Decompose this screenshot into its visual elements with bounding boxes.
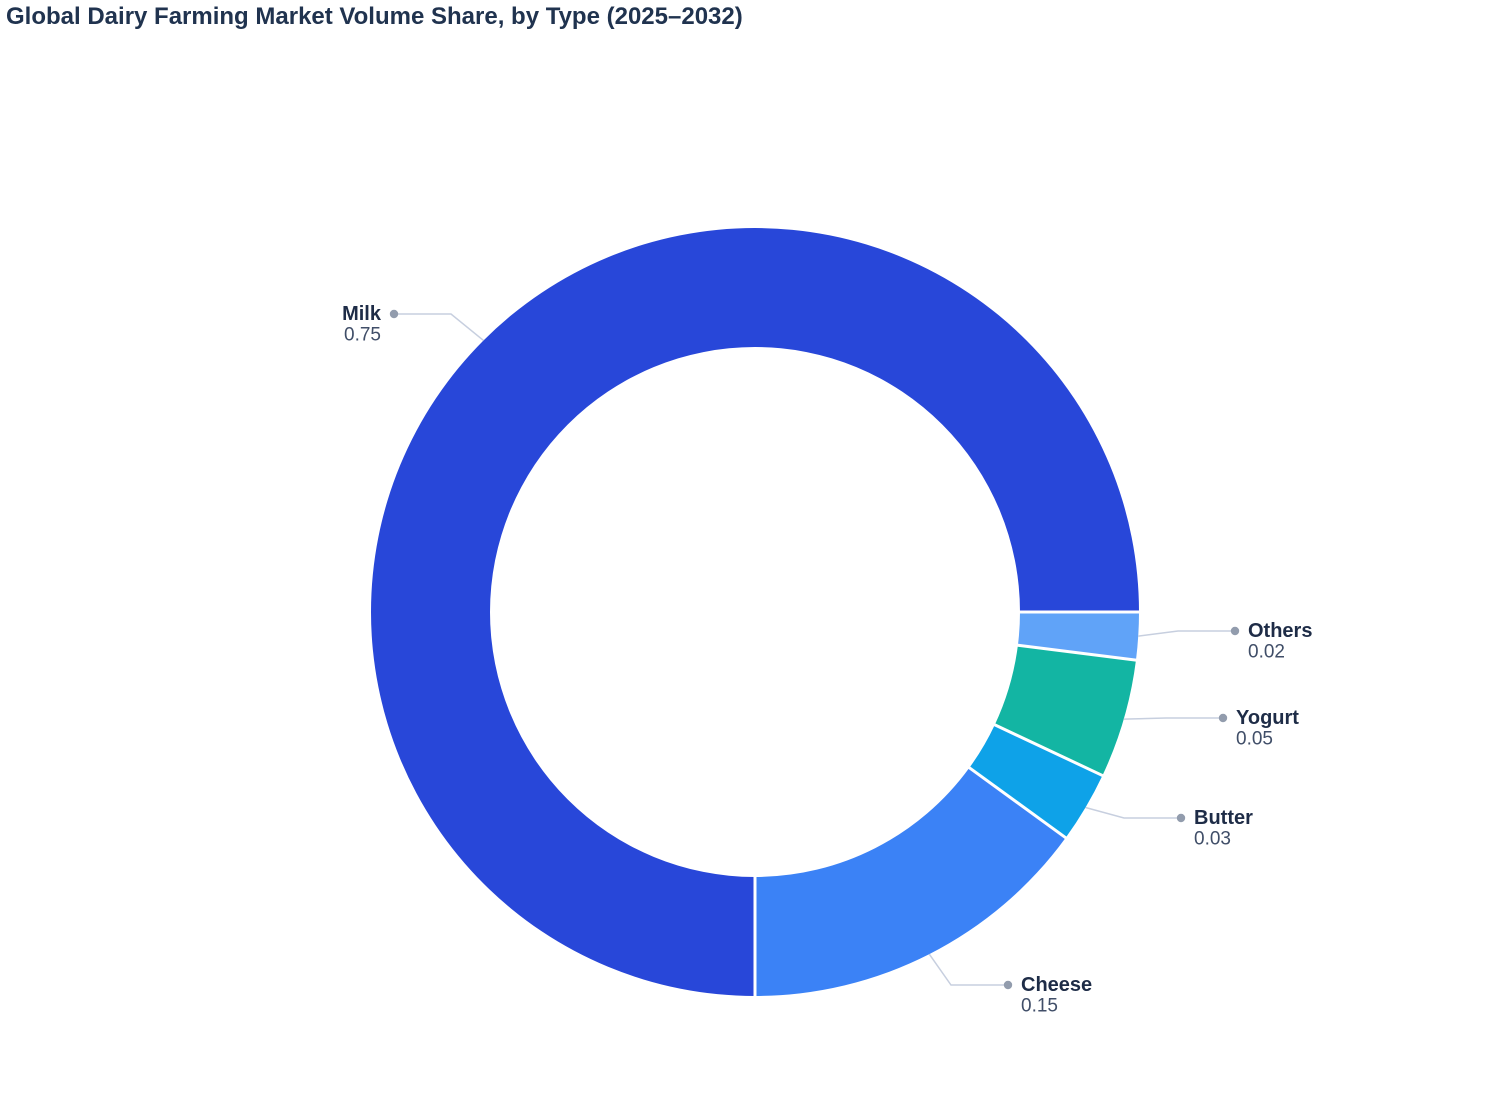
- slice-label: Others: [1248, 620, 1312, 642]
- slice-value: 0.75: [344, 325, 381, 346]
- slice-label: Cheese: [1021, 974, 1092, 996]
- label-dot: [1218, 713, 1228, 723]
- label-leader-line: [928, 953, 1008, 986]
- slice-separator: [993, 723, 1104, 778]
- slice-value: 0.02: [1248, 642, 1285, 663]
- label-dot: [1230, 626, 1240, 636]
- pie-slice-butter[interactable]: [969, 724, 1103, 838]
- pie-slice-milk[interactable]: [371, 228, 1139, 996]
- label-dot: [1176, 813, 1186, 823]
- chart-title: Global Dairy Farming Market Volume Share…: [6, 3, 743, 30]
- pie-slice-cheese[interactable]: [755, 767, 1066, 996]
- slice-value: 0.15: [1021, 996, 1058, 1017]
- label-leader-line: [1138, 630, 1235, 637]
- label-dot: [389, 309, 399, 319]
- slice-separator: [967, 765, 1068, 840]
- slice-label: Yogurt: [1236, 707, 1299, 729]
- slice-value: 0.05: [1236, 729, 1273, 750]
- label-leader-line: [394, 313, 484, 342]
- slice-label: Butter: [1194, 807, 1253, 829]
- label-leader-line: [1085, 806, 1181, 819]
- slice-label: Milk: [342, 303, 382, 325]
- label-dot: [1003, 980, 1013, 990]
- slice-separator: [1016, 643, 1138, 662]
- label-leader-line: [1123, 717, 1223, 720]
- slice-value: 0.03: [1194, 829, 1231, 850]
- pie-slice-yogurt[interactable]: [994, 645, 1136, 776]
